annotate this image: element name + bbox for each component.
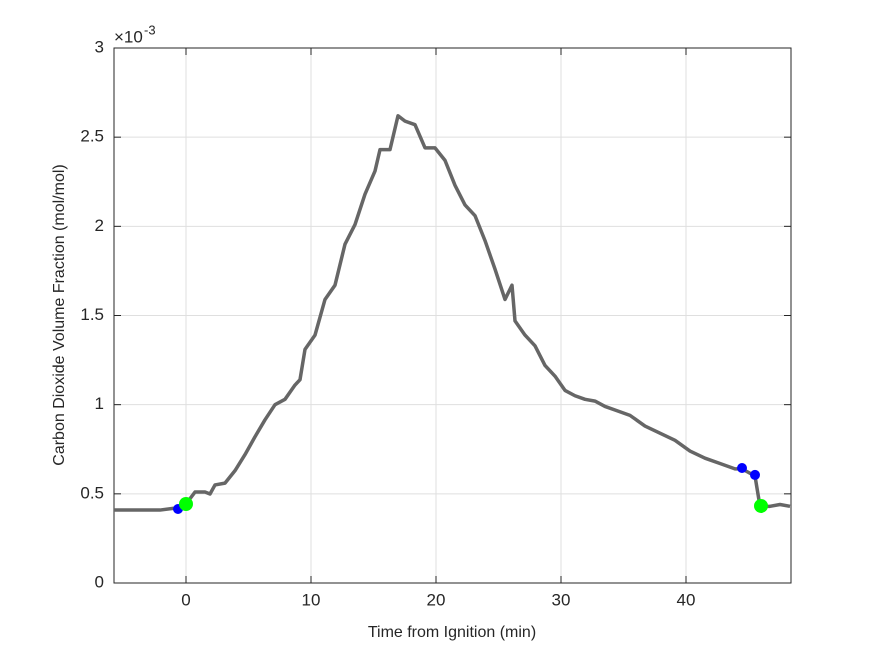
y-tick-label: 0 — [95, 572, 104, 591]
y-tick-label: 1 — [95, 394, 104, 413]
plot-frame — [113, 47, 792, 584]
y-tick-label: 2 — [95, 216, 104, 235]
x-tick-label: 40 — [677, 590, 696, 609]
y-tick-label: 3 — [95, 37, 104, 56]
y-tick-label: 2.5 — [80, 127, 104, 146]
data-point — [737, 462, 747, 473]
data-line — [114, 114, 791, 512]
x-tick-label: 30 — [552, 590, 571, 609]
data-point — [754, 498, 768, 513]
x-axis-label: Time from Ignition (min) — [368, 624, 536, 641]
y-tick-label: 1.5 — [80, 305, 104, 324]
y-axis-label: Carbon Dioxide Volume Fraction (mol/mol) — [51, 164, 68, 465]
y-multiplier-exponent: -3 — [144, 22, 156, 37]
y-tick-label: 0.5 — [80, 483, 104, 502]
data-point — [750, 469, 760, 480]
x-tick-label: 10 — [302, 590, 321, 609]
data-point — [179, 496, 193, 511]
y-multiplier-base: ×10 — [114, 27, 143, 46]
x-tick-label: 20 — [427, 590, 446, 609]
x-tick-label: 0 — [181, 590, 190, 609]
